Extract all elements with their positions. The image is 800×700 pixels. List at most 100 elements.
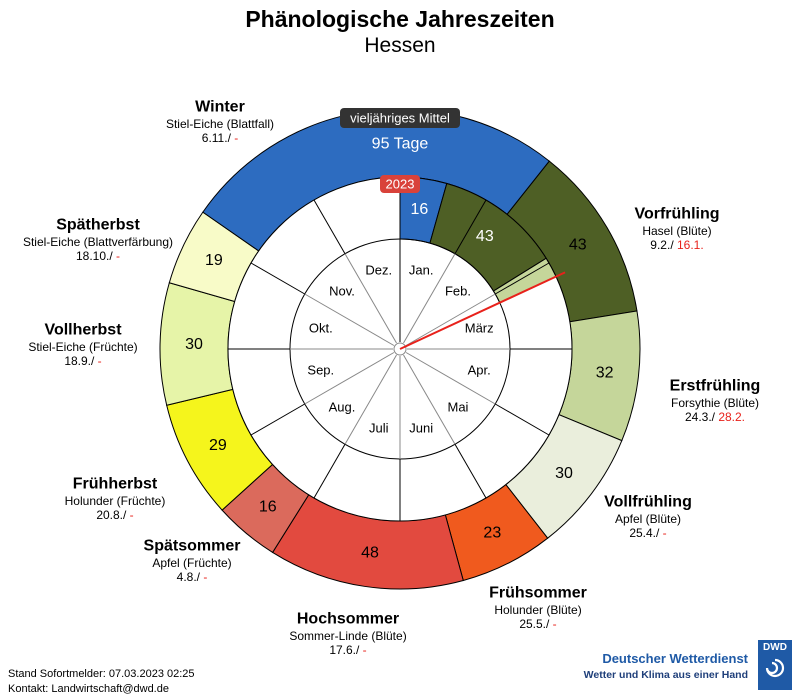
month-label: Nov. (329, 284, 355, 299)
month-label: Apr. (468, 363, 491, 378)
season-dates: 17.6./ - (329, 643, 366, 657)
ring-badges: vieljähriges Mittel 2023 (340, 108, 460, 193)
season-days-fruehsommer: 23 (483, 525, 501, 542)
logo-brand: Deutscher Wetterdienst (602, 651, 748, 666)
season-indicator: Holunder (Blüte) (494, 603, 581, 617)
season-name: Frühsommer (489, 585, 587, 602)
season-dates: 18.10./ - (76, 249, 120, 263)
winter-days-label: 95 Tage (372, 136, 429, 153)
month-ring: Jan. Feb. März Apr. Mai Juni Juli Aug. Sep. Okt. N… (228, 177, 572, 521)
month-label: Feb. (445, 284, 471, 299)
season-name: Hochsommer (297, 611, 399, 628)
month-divider (250, 403, 305, 436)
season-indicator: Stiel-Eiche (Früchte) (28, 340, 137, 354)
season-indicator: Hasel (Blüte) (642, 224, 711, 238)
season-days-spaetsommer: 16 (259, 498, 277, 515)
current-date-line (399, 271, 566, 350)
month-label: Mai (448, 399, 469, 414)
footer-kontakt: Kontakt: Landwirtschaft@dwd.de (8, 683, 169, 695)
outer-ring-mean: 43 32 30 23 48 16 29 30 19 95 Tage (159, 108, 641, 590)
month-divider (313, 444, 346, 499)
chart-subtitle: Hessen (364, 34, 436, 57)
month-label: Juli (369, 421, 389, 436)
month-label: Okt. (309, 320, 333, 335)
month-divider (250, 262, 305, 295)
logo-abbr: DWD (763, 642, 787, 653)
month-spoke (403, 253, 456, 344)
month-label: Jan. (409, 262, 434, 277)
svg-text:vieljähriges Mittel: vieljähriges Mittel (350, 111, 450, 126)
logo-tagline: Wetter und Klima aus einer Hand (583, 669, 748, 681)
season-days-vollherbst: 30 (185, 336, 203, 353)
season-indicator: Apfel (Blüte) (615, 512, 681, 526)
dwd-logo: Deutscher Wetterdienst Wetter und Klima … (583, 640, 792, 692)
season-days-vollfruehling: 30 (555, 465, 573, 482)
season-dates: 4.8./ - (177, 570, 208, 584)
month-divider (495, 262, 550, 295)
current-year-days: 43 (476, 228, 494, 245)
month-label: Juni (409, 421, 433, 436)
chart-title: Phänologische Jahreszeiten (245, 6, 555, 32)
month-label: März (465, 320, 494, 335)
month-label: Aug. (329, 399, 356, 414)
month-spoke (304, 352, 395, 405)
season-indicator: Stiel-Eiche (Blattverfärbung) (23, 235, 173, 249)
month-spoke (304, 293, 395, 346)
season-name: Spätsommer (144, 538, 241, 555)
month-spoke (344, 253, 397, 344)
month-spoke (344, 354, 397, 445)
month-divider (454, 444, 487, 499)
season-dates: 9.2./ 16.1. (650, 238, 703, 252)
swirl-icon (765, 658, 785, 678)
month-divider (495, 403, 550, 436)
season-name: Vorfrühling (634, 206, 719, 223)
dwd-logo-mark: DWD (758, 640, 792, 690)
season-dates: 24.3./ 28.2. (685, 410, 745, 424)
month-spoke (405, 352, 496, 405)
month-label: Dez. (365, 262, 392, 277)
season-dates: 25.5./ - (519, 617, 556, 631)
season-indicator: Apfel (Früchte) (152, 556, 231, 570)
month-divider (313, 199, 346, 254)
season-dates: 6.11./ - (202, 131, 238, 145)
current-year-days: 16 (410, 201, 428, 218)
season-name: Winter (195, 99, 245, 116)
season-name: Vollfrühling (604, 494, 692, 511)
season-dates: 18.9./ - (64, 354, 101, 368)
season-dates: 25.4./ - (629, 526, 666, 540)
season-name: Erstfrühling (670, 378, 761, 395)
footer-stand: Stand Sofortmelder: 07.03.2023 02:25 (8, 668, 195, 680)
mean-badge: vieljähriges Mittel (340, 108, 460, 128)
season-name: Spätherbst (56, 217, 140, 234)
season-name: Frühherbst (73, 476, 158, 493)
season-days-erstfruehling: 32 (596, 364, 614, 381)
season-days-hochsommer: 48 (361, 544, 379, 561)
season-dates: 20.8./ - (96, 508, 133, 522)
year-badge: 2023 (380, 175, 420, 193)
season-indicator: Sommer-Linde (Blüte) (289, 629, 406, 643)
season-indicator: Stiel-Eiche (Blattfall) (166, 117, 274, 131)
month-spoke (405, 293, 496, 346)
season-days-vorfruehling: 43 (569, 236, 587, 253)
month-divider (454, 199, 487, 254)
svg-text:2023: 2023 (386, 177, 415, 192)
season-indicator: Forsythie (Blüte) (671, 396, 759, 410)
season-days-spaetherbst: 19 (205, 252, 223, 269)
month-label: Sep. (307, 363, 334, 378)
season-days-fruehherbst: 29 (209, 437, 227, 454)
season-name: Vollherbst (44, 322, 122, 339)
season-indicator: Holunder (Früchte) (65, 494, 166, 508)
month-spoke (403, 354, 456, 445)
